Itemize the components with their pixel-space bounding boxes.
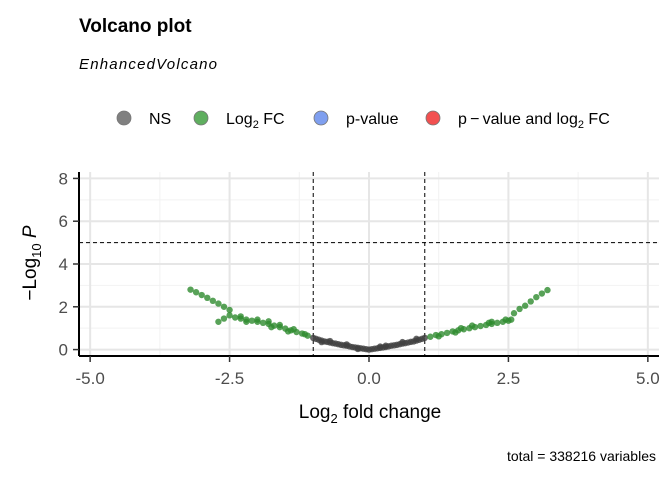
data-point — [488, 318, 495, 325]
data-point — [204, 294, 211, 302]
data-point — [326, 337, 334, 345]
data-point — [268, 323, 275, 331]
data-point — [521, 302, 529, 309]
data-point — [494, 319, 501, 327]
data-point — [248, 317, 256, 324]
x-tick-label: 2.5 — [497, 369, 521, 388]
data-point — [254, 316, 261, 323]
data-point — [318, 338, 325, 346]
x-tick-label: 0.0 — [357, 369, 381, 388]
legend-marker — [116, 110, 132, 126]
data-point — [508, 316, 515, 323]
data-point — [502, 316, 509, 323]
data-point — [354, 345, 362, 353]
data-point — [457, 324, 465, 332]
data-point — [343, 341, 350, 348]
legend-marker — [313, 110, 329, 126]
x-axis-title: Log2 fold change — [299, 402, 441, 426]
legend: NS Log2 FC p-value p − value and log2 FC — [116, 110, 610, 131]
data-point — [510, 310, 518, 317]
x-axis: -5.0 -2.5 0.0 2.5 5.0 — [76, 356, 660, 388]
y-axis-title-sub: 10 — [29, 243, 44, 257]
data-point — [533, 293, 540, 301]
data-point — [399, 338, 406, 346]
x-axis-title-pre: Log — [299, 402, 331, 423]
data-point — [435, 333, 442, 340]
y-tick-label: 4 — [59, 255, 68, 274]
data-point — [516, 305, 523, 313]
chart-title: Volcano plot — [79, 16, 192, 37]
caption: total = 338216 variables — [507, 448, 656, 464]
data-point — [290, 326, 297, 333]
y-tick-label: 6 — [59, 212, 68, 231]
data-point — [544, 286, 551, 294]
data-point — [452, 329, 459, 336]
y-tick-label: 0 — [59, 341, 68, 360]
data-point — [427, 333, 434, 340]
x-axis-title-sub: 2 — [330, 411, 337, 426]
x-tick-label: 5.0 — [636, 369, 660, 388]
data-point — [477, 322, 484, 330]
legend-label: p-value — [346, 111, 399, 128]
x-tick-label: -5.0 — [76, 369, 105, 388]
data-point — [284, 328, 292, 335]
data-point — [243, 318, 250, 325]
data-point — [265, 318, 272, 325]
data-point — [301, 330, 309, 338]
y-axis-title: −Log10 P — [20, 225, 44, 301]
data-point — [382, 342, 389, 349]
data-point — [259, 319, 267, 327]
legend-marker — [425, 110, 441, 126]
y-tick-label: 2 — [59, 298, 68, 317]
plot-area — [78, 172, 659, 357]
data-point — [215, 300, 222, 307]
data-point — [187, 286, 194, 293]
data-point — [276, 321, 283, 329]
data-point — [198, 291, 205, 299]
data-point — [443, 329, 451, 337]
data-point — [226, 312, 233, 319]
x-axis-title-post: fold change — [338, 402, 442, 423]
data-point — [237, 313, 244, 320]
data-point — [231, 314, 239, 321]
y-tick-label: 8 — [59, 169, 68, 188]
legend-label: Log2 FC — [226, 111, 285, 131]
data-point — [220, 303, 228, 310]
data-point — [209, 297, 217, 304]
legend-label: NS — [149, 111, 171, 128]
legend-marker — [193, 110, 209, 126]
data-point — [527, 298, 534, 305]
data-point — [226, 306, 233, 314]
y-axis-title-post: P — [20, 225, 41, 243]
legend-label: p − value and log2 FC — [458, 111, 610, 131]
y-axis-title-pre: −Log — [20, 258, 41, 301]
chart-subtitle: EnhancedVolcano — [79, 56, 218, 73]
y-axis: 0 2 4 6 8 — [59, 169, 79, 360]
data-point — [468, 322, 476, 329]
data-point — [421, 334, 428, 342]
data-point — [413, 335, 420, 343]
data-point — [215, 318, 222, 325]
data-point — [376, 343, 384, 350]
data-point — [192, 289, 200, 296]
data-point — [538, 290, 546, 297]
data-point — [220, 315, 228, 322]
x-tick-label: -2.5 — [215, 369, 244, 388]
